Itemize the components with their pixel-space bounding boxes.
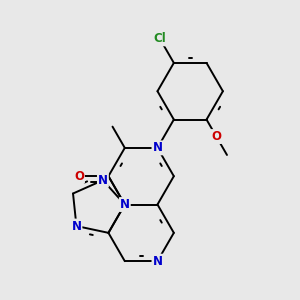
Text: O: O [211, 130, 221, 143]
Text: N: N [152, 141, 163, 154]
Text: N: N [98, 174, 108, 187]
Text: O: O [74, 170, 84, 183]
Text: N: N [71, 220, 81, 232]
Text: Cl: Cl [154, 32, 166, 45]
Text: N: N [152, 255, 163, 268]
Text: N: N [120, 198, 130, 211]
